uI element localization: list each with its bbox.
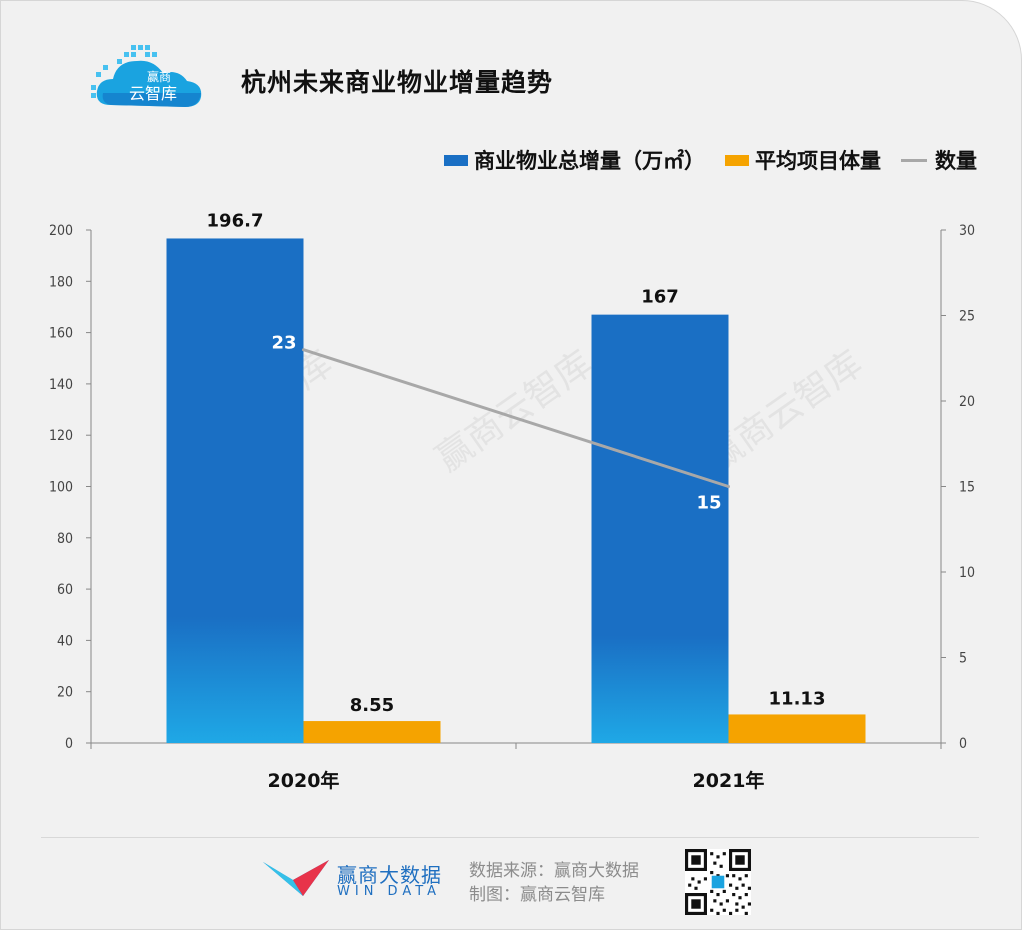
- legend-item-avg: 平均项目体量: [725, 145, 881, 175]
- y-left-tick-label-9: 180: [49, 274, 73, 290]
- point-count-1: [727, 485, 730, 488]
- y-left-tick-label-7: 140: [49, 377, 73, 393]
- data-label-total-0: 196.7: [207, 210, 264, 231]
- legend-label-count: 数量: [935, 149, 977, 173]
- source-line: 数据来源：赢商大数据: [469, 861, 639, 881]
- bar-avg-1: [728, 714, 866, 743]
- bar-total-0: [166, 238, 304, 744]
- source-note: 数据来源：赢商大数据 制图：赢商云智库: [469, 859, 639, 907]
- legend-swatch-avg: [725, 154, 749, 166]
- x-tick-label-1: 2021年: [693, 769, 765, 792]
- producer-line: 制图：赢商云智库: [469, 885, 605, 905]
- data-label-count-1: 15: [696, 493, 721, 514]
- y-right-tick-label-6: 30: [959, 223, 975, 239]
- data-label-avg-1: 11.13: [769, 688, 826, 709]
- y-right-tick-label-4: 20: [959, 394, 975, 410]
- point-count-0: [302, 348, 305, 352]
- data-label-count-0: 23: [271, 333, 296, 354]
- logo-text-bottom: 云智库: [129, 84, 177, 103]
- qr-code-icon: [685, 849, 751, 915]
- y-right-tick-label-2: 10: [959, 565, 975, 581]
- legend-item-count: 数量: [901, 145, 977, 175]
- y-right-tick-label-0: 0: [959, 736, 967, 752]
- y-left-tick-label-2: 40: [57, 633, 73, 649]
- legend-swatch-total: [444, 154, 468, 166]
- footer-divider: [41, 837, 979, 838]
- chart-plot: 赢商云智库赢商云智库赢商云智库 020406080100120140160180…: [49, 210, 975, 792]
- y-left-tick-label-0: 0: [65, 736, 73, 752]
- data-label-total-1: 167: [641, 287, 679, 308]
- legend-label-avg: 平均项目体量: [755, 149, 881, 173]
- y-left-tick-label-10: 200: [49, 223, 73, 239]
- y-left-tick-label-6: 120: [49, 428, 73, 444]
- y-left-tick-label-4: 80: [57, 531, 73, 547]
- brand-subtitle: WIN DATA: [337, 884, 442, 899]
- chart-title: 杭州未来商业物业增量趋势: [241, 68, 554, 97]
- legend-label-total: 商业物业总增量（万㎡）: [474, 149, 705, 173]
- bar-total-1: [591, 314, 729, 743]
- windata-logo-icon: [263, 860, 329, 896]
- logo-text-top: 赢商: [147, 69, 171, 84]
- watermark-1: 赢商云智库: [429, 343, 600, 480]
- brand-name: 赢商大数据: [337, 863, 442, 887]
- data-label-avg-0: 8.55: [350, 695, 394, 716]
- legend: 商业物业总增量（万㎡） 平均项目体量 数量: [424, 145, 977, 175]
- y-right-tick-label-3: 15: [959, 480, 975, 496]
- yingshang-cloud-logo: 赢商 云智库: [91, 45, 202, 107]
- y-left-tick-label-3: 60: [57, 582, 73, 598]
- y-left-tick-label-5: 100: [49, 480, 73, 496]
- bar-avg-0: [303, 721, 441, 743]
- y-left-tick-label-8: 160: [49, 326, 73, 342]
- y-right-tick-label-5: 25: [959, 309, 975, 325]
- y-right-tick-label-1: 5: [959, 651, 967, 667]
- line-count: [303, 348, 729, 488]
- y-left-tick-label-1: 20: [57, 685, 73, 701]
- legend-item-total: 商业物业总增量（万㎡）: [444, 145, 705, 175]
- legend-swatch-count: [901, 158, 927, 162]
- x-tick-label-0: 2020年: [268, 769, 340, 792]
